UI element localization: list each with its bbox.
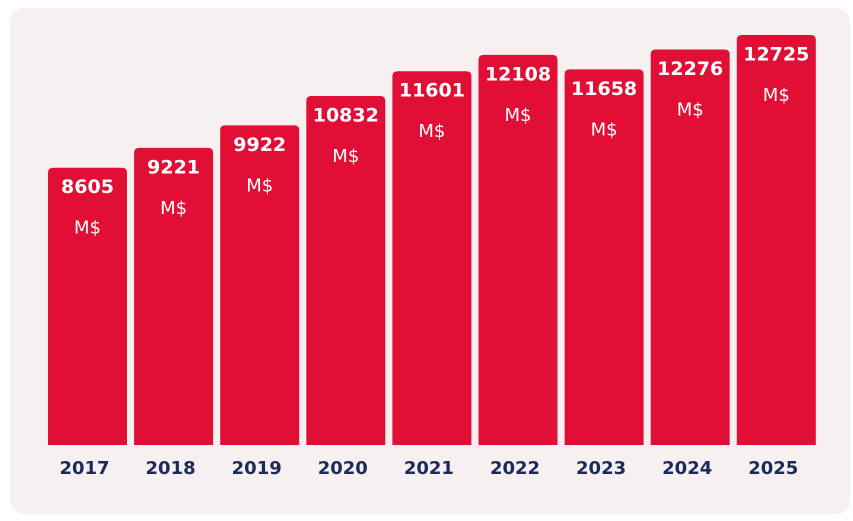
x-tick-label: 2023: [576, 458, 626, 479]
unit-label: M$: [74, 218, 101, 239]
bar: [736, 35, 816, 445]
x-tick-label: 2025: [748, 458, 798, 479]
bar: [134, 147, 214, 445]
unit-label: M$: [505, 105, 532, 126]
value-label: 10832: [313, 104, 379, 126]
value-label: 11658: [571, 78, 637, 100]
bar: [306, 95, 386, 446]
bar: [48, 167, 127, 445]
value-label: 9221: [147, 156, 200, 178]
x-tick-label: 2019: [232, 458, 282, 479]
x-tick-label: 2017: [59, 458, 109, 479]
x-tick-label: 2022: [490, 458, 540, 479]
unit-label: M$: [246, 175, 273, 196]
value-label: 12276: [657, 58, 723, 80]
x-tick-label: 2018: [146, 458, 196, 479]
bar: [478, 54, 558, 446]
value-label: 8605: [61, 176, 114, 198]
bar: [650, 49, 730, 445]
value-label: 11601: [399, 80, 465, 102]
unit-label: M$: [591, 119, 618, 140]
value-label: 9922: [233, 134, 286, 156]
x-tick-label: 2020: [318, 458, 368, 479]
x-tick-label: 2024: [662, 458, 712, 479]
unit-label: M$: [160, 198, 187, 219]
value-label: 12725: [743, 44, 809, 66]
unit-label: M$: [677, 99, 704, 120]
bar: [220, 125, 300, 445]
value-label: 12108: [485, 63, 551, 85]
x-tick-label: 2021: [404, 458, 454, 479]
bar: [564, 69, 644, 445]
unit-label: M$: [418, 121, 445, 142]
bar: [392, 71, 472, 445]
unit-label: M$: [763, 85, 790, 106]
unit-label: M$: [332, 146, 359, 167]
